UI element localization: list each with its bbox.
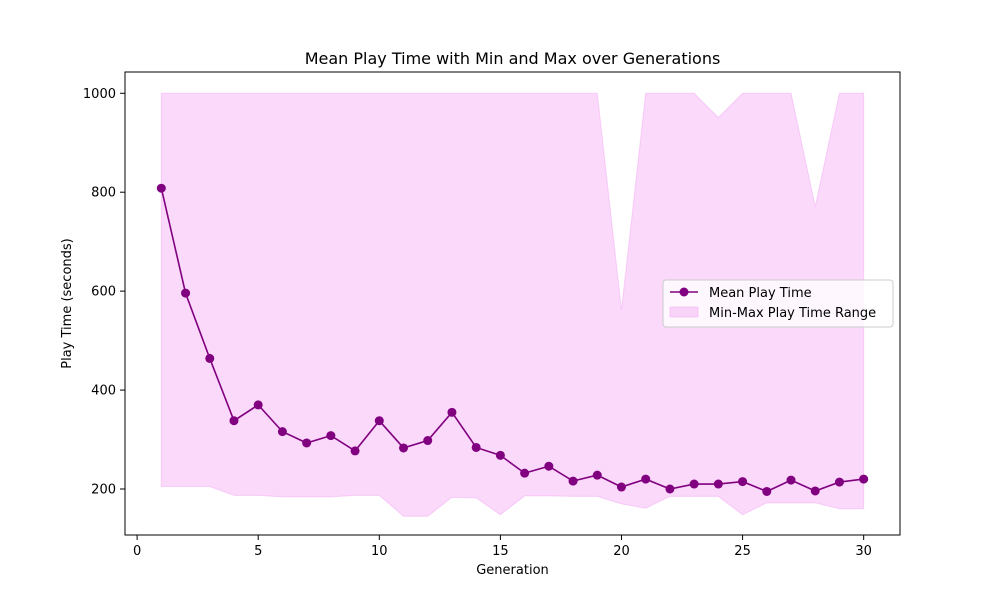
mean-point: [350, 446, 360, 456]
mean-point: [277, 427, 287, 437]
legend-band-swatch: [669, 306, 699, 318]
mean-point: [156, 183, 166, 193]
plot-frame: [124, 71, 901, 536]
mean-point: [834, 477, 844, 487]
mean-point: [520, 468, 530, 478]
mean-point: [471, 442, 481, 452]
mean-point: [544, 461, 554, 471]
y-tick-label: 200: [91, 482, 116, 497]
x-tick-label: 5: [254, 544, 262, 559]
y-tick-label: 600: [91, 285, 116, 300]
legend-box: [662, 279, 894, 328]
legend-label-range: Min-Max Play Time Range: [709, 306, 876, 321]
mean-point: [689, 479, 699, 489]
mean-point: [786, 475, 796, 485]
y-tick-label: 1000: [83, 87, 116, 102]
legend-label-mean: Mean Play Time: [709, 286, 812, 301]
mean-point: [859, 474, 869, 484]
mean-line-layer: [156, 183, 869, 496]
x-tick-label: 15: [492, 544, 509, 559]
mean-point: [616, 482, 626, 492]
mean-point: [713, 479, 723, 489]
mean-point: [810, 486, 820, 496]
x-tick-label: 30: [855, 544, 872, 559]
mean-point: [302, 438, 312, 448]
mean-point: [738, 477, 748, 487]
mean-point: [495, 450, 505, 460]
mean-point: [253, 400, 263, 410]
y-axis-label: Play Time (seconds): [60, 238, 75, 368]
mean-point: [762, 486, 772, 496]
range-band-layer: [160, 92, 865, 517]
mean-point: [229, 416, 239, 426]
min-max-range-band: [160, 92, 865, 517]
x-axis: 0 5 10 15 20 25 30: [133, 535, 872, 559]
y-tick-label: 400: [91, 384, 116, 399]
mean-point: [326, 431, 336, 441]
x-tick-label: 20: [613, 544, 630, 559]
mean-point: [374, 416, 384, 426]
mean-point: [447, 407, 457, 417]
y-tick-label: 800: [91, 186, 116, 201]
x-tick-label: 10: [371, 544, 388, 559]
y-axis: 200 400 600 800 1000: [83, 87, 125, 497]
mean-point: [423, 436, 433, 446]
mean-point: [592, 470, 602, 480]
legend: Mean Play Time Min-Max Play Time Range: [662, 279, 894, 328]
mean-point: [205, 353, 215, 363]
x-tick-label: 0: [133, 544, 141, 559]
mean-point: [665, 484, 675, 494]
x-axis-label: Generation: [476, 563, 549, 578]
x-tick-label: 25: [734, 544, 751, 559]
mean-point: [568, 476, 578, 486]
mean-point: [181, 288, 191, 298]
legend-marker-swatch: [679, 287, 689, 297]
chart-title: Mean Play Time with Min and Max over Gen…: [305, 49, 721, 68]
mean-point: [399, 443, 409, 453]
mean-point: [641, 474, 651, 484]
